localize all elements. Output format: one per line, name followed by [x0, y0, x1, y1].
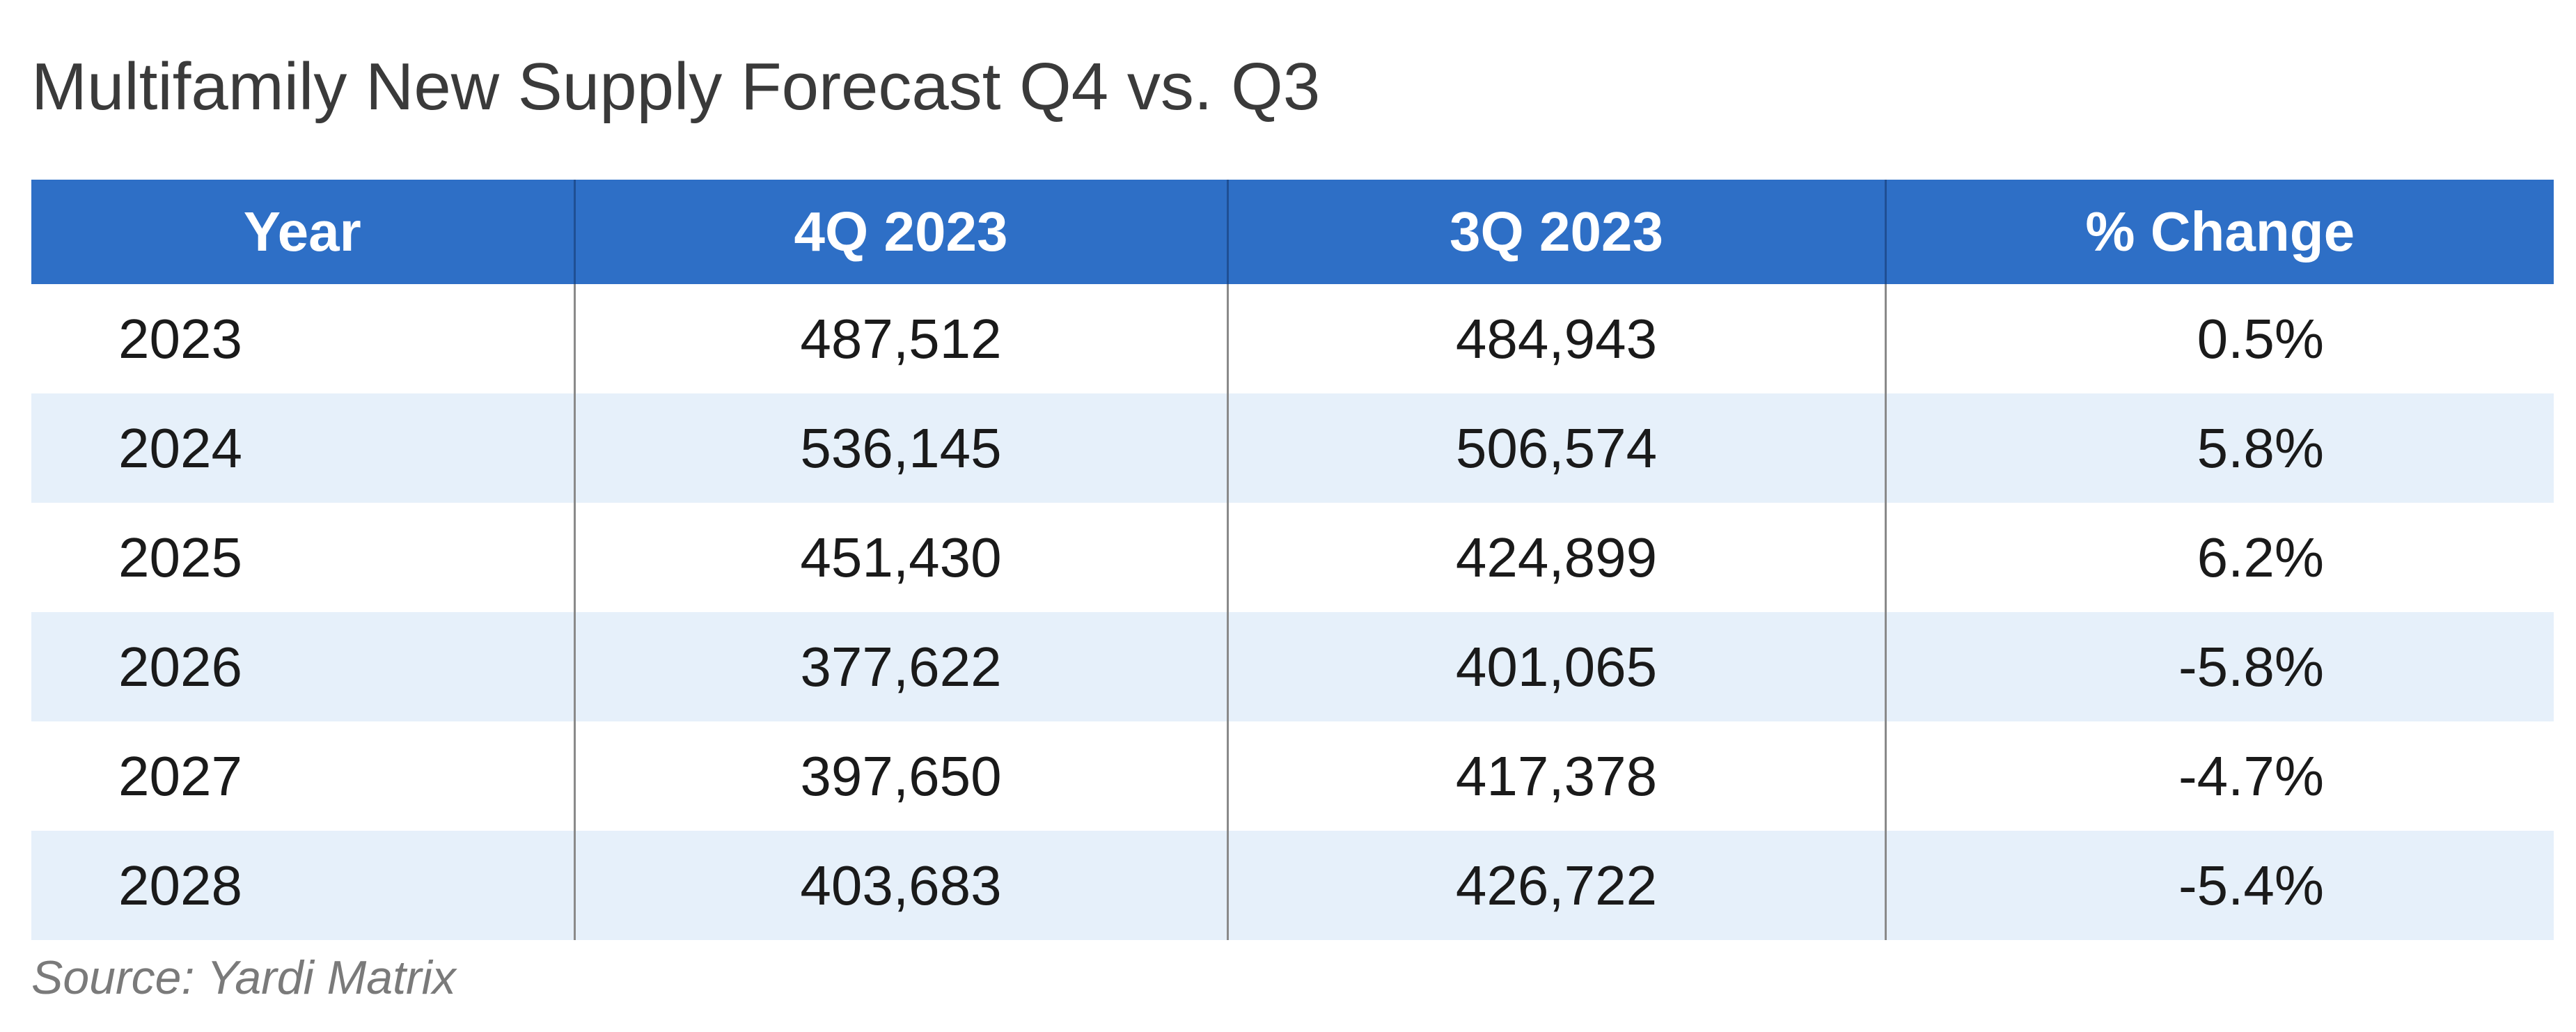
q4-value-cell: 377,622: [573, 612, 1227, 721]
forecast-table: Year 4Q 2023 3Q 2023 % Change 2023 487,5…: [31, 180, 2554, 940]
q3-value-cell: 424,899: [1226, 503, 1885, 612]
year-cell: 2024: [118, 416, 242, 479]
q4-value-cell: 487,512: [573, 284, 1227, 393]
table-row: 2026 377,622 401,065 -5.8%: [31, 612, 2554, 721]
table-row: 2024 536,145 506,574 5.8%: [31, 393, 2554, 503]
percent-change-cell: 5.8%: [1884, 393, 2554, 503]
table-row: 2028 403,683 426,722 -5.4%: [31, 831, 2554, 940]
table-header-row: Year 4Q 2023 3Q 2023 % Change: [31, 180, 2554, 284]
forecast-table-container: Year 4Q 2023 3Q 2023 % Change 2023 487,5…: [31, 180, 2554, 940]
year-cell: 2026: [118, 635, 242, 698]
q4-value-cell: 403,683: [573, 831, 1227, 940]
column-header-4q-2023: 4Q 2023: [573, 180, 1227, 284]
percent-change-cell: -5.4%: [1884, 831, 2554, 940]
column-header-percent-change: % Change: [1884, 180, 2554, 284]
q4-value-cell: 451,430: [573, 503, 1227, 612]
column-header-year: Year: [243, 201, 361, 263]
table-row: 2027 397,650 417,378 -4.7%: [31, 721, 2554, 831]
q3-value-cell: 417,378: [1226, 721, 1885, 831]
table-row: 2023 487,512 484,943 0.5%: [31, 284, 2554, 393]
percent-change-cell: 6.2%: [1884, 503, 2554, 612]
q3-value-cell: 426,722: [1226, 831, 1885, 940]
column-header-3q-2023: 3Q 2023: [1226, 180, 1885, 284]
q4-value-cell: 397,650: [573, 721, 1227, 831]
q3-value-cell: 506,574: [1226, 393, 1885, 503]
percent-change-cell: -5.8%: [1884, 612, 2554, 721]
year-cell: 2025: [118, 526, 242, 588]
table-row: 2025 451,430 424,899 6.2%: [31, 503, 2554, 612]
percent-change-cell: -4.7%: [1884, 721, 2554, 831]
year-cell: 2023: [118, 307, 242, 370]
year-cell: 2027: [118, 744, 242, 807]
page-title: Multifamily New Supply Forecast Q4 vs. Q…: [31, 49, 1321, 124]
percent-change-cell: 0.5%: [1884, 284, 2554, 393]
year-cell: 2028: [118, 854, 242, 916]
q3-value-cell: 484,943: [1226, 284, 1885, 393]
q4-value-cell: 536,145: [573, 393, 1227, 503]
q3-value-cell: 401,065: [1226, 612, 1885, 721]
source-note: Source: Yardi Matrix: [31, 951, 456, 1004]
